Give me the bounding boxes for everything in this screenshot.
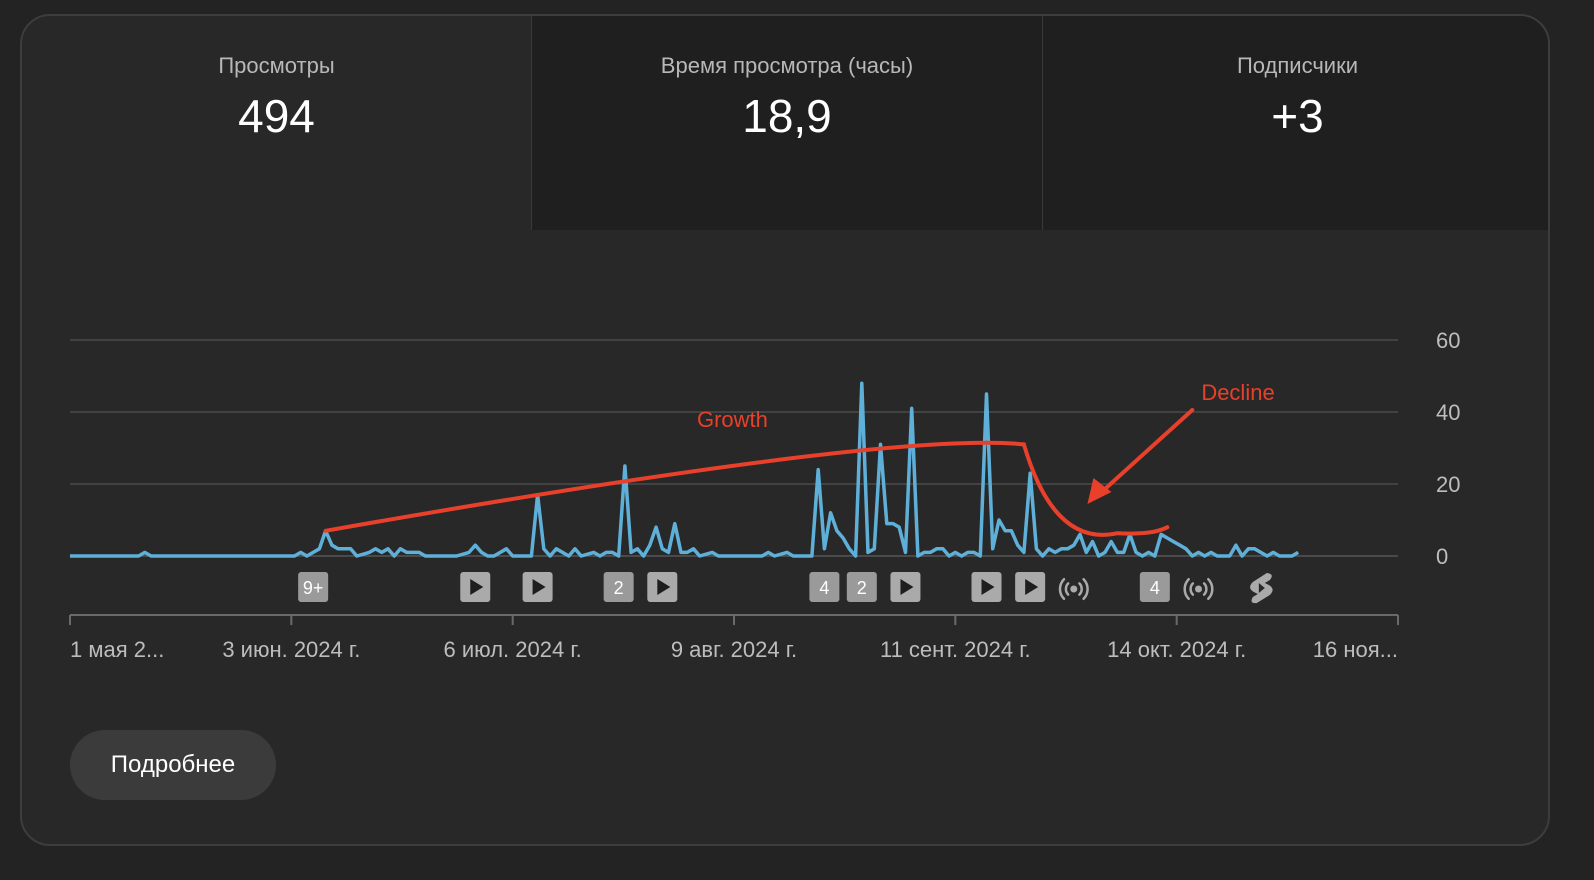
event-count-badge[interactable]: [846, 572, 877, 602]
y-tick-label: 20: [1436, 472, 1460, 497]
x-tick-label: 3 июн. 2024 г.: [222, 637, 360, 662]
play-icon: [532, 579, 546, 595]
x-tick-label: 11 сент. 2024 г.: [880, 637, 1031, 662]
live-wave: [1207, 577, 1214, 601]
live-wave: [1058, 577, 1066, 601]
growth-annotation-label: Growth: [697, 407, 768, 432]
tab-subscribers[interactable]: Подписчики +3: [1042, 16, 1548, 230]
event-count-label: 4: [1150, 578, 1160, 598]
decline-annotation-label: Decline: [1201, 380, 1274, 405]
subscribers-value: +3: [1271, 90, 1324, 142]
event-count-label: 2: [614, 578, 624, 598]
x-tick-label: 1 мая 2...: [70, 637, 164, 662]
event-count-label: 4: [819, 578, 829, 598]
growth-annotation-curve: [323, 440, 1026, 533]
play-icon: [470, 579, 484, 595]
event-count-badge[interactable]: [298, 572, 329, 602]
play-icon: [1025, 579, 1039, 595]
live-wave: [1064, 582, 1070, 596]
event-count-badge[interactable]: [603, 572, 634, 602]
play-icon: [657, 579, 671, 595]
decline-arrow-line: [1097, 408, 1195, 496]
live-wave: [1183, 577, 1190, 601]
event-count-badge[interactable]: [1139, 572, 1170, 602]
views-series-line: [70, 381, 1300, 558]
play-icon: [981, 579, 995, 595]
event-count-badge[interactable]: [809, 572, 840, 602]
views-line-chart: 0 20 40 60 1 мая 2... 3 июн. 2024 г. 6 июл. 20…: [69, 328, 1460, 662]
live-wave: [1078, 582, 1083, 596]
x-tick-label: 16 ноя...: [1313, 637, 1398, 662]
x-tick-label: 9 авг. 2024 г.: [671, 637, 797, 662]
views-value: 494: [238, 90, 315, 142]
live-stream-icon[interactable]: [1070, 585, 1078, 593]
live-wave: [1189, 582, 1195, 596]
analytics-card: Просмотры 494 Время просмотра (часы) 18,…: [20, 14, 1550, 846]
x-tick-label: 14 окт. 2024 г.: [1107, 637, 1246, 662]
y-tick-label: 0: [1436, 544, 1448, 569]
tab-watch-time[interactable]: Время просмотра (часы) 18,9: [531, 16, 1042, 230]
y-tick-label: 40: [1436, 400, 1460, 425]
decline-annotation-curve: [1021, 442, 1170, 537]
watch-time-label: Время просмотра (часы): [660, 53, 914, 78]
live-wave: [1202, 582, 1208, 596]
live-stream-icon[interactable]: [1194, 585, 1202, 593]
x-tick-label: 6 июл. 2024 г.: [444, 637, 582, 662]
y-tick-label: 60: [1436, 328, 1460, 353]
watch-time-value: 18,9: [742, 90, 832, 142]
views-label: Просмотры: [218, 53, 335, 78]
event-count-label: 9+: [303, 578, 324, 598]
subscribers-label: Подписчики: [1236, 53, 1359, 78]
decline-arrow-head: [1087, 478, 1112, 504]
tab-views[interactable]: Просмотры 494: [22, 16, 531, 230]
event-count-label: 2: [857, 578, 867, 598]
more-details-button[interactable]: Подробнее: [70, 730, 276, 800]
live-wave: [1082, 577, 1089, 601]
play-icon: [900, 579, 914, 595]
shorts-play: [1258, 583, 1265, 593]
